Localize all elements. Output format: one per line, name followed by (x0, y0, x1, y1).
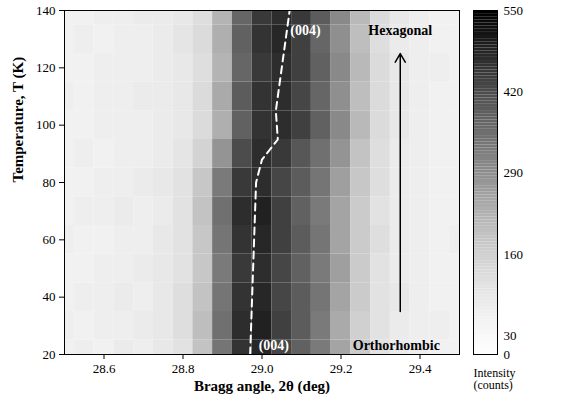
svg-text:140: 140 (36, 3, 56, 18)
svg-text:0: 0 (504, 347, 511, 362)
svg-text:Temperature, T (K): Temperature, T (K) (10, 57, 27, 183)
svg-text:290: 290 (504, 165, 524, 180)
svg-text:30: 30 (504, 328, 517, 343)
svg-text:(004): (004) (290, 23, 321, 39)
svg-text:120: 120 (36, 60, 56, 75)
svg-text:29.4: 29.4 (409, 361, 432, 376)
svg-text:160: 160 (504, 247, 524, 262)
svg-text:28.8: 28.8 (172, 361, 195, 376)
svg-text:28.6: 28.6 (93, 361, 116, 376)
svg-text:20: 20 (43, 347, 56, 362)
svg-text:Orthorhombic: Orthorhombic (353, 338, 440, 353)
svg-text:550: 550 (504, 3, 524, 18)
svg-text:40: 40 (43, 289, 56, 304)
svg-text:80: 80 (43, 175, 56, 190)
svg-text:(004): (004) (259, 338, 290, 354)
svg-text:Hexagonal: Hexagonal (368, 23, 432, 38)
svg-text:29.2: 29.2 (330, 361, 353, 376)
svg-text:29.0: 29.0 (251, 361, 274, 376)
svg-text:100: 100 (36, 117, 56, 132)
svg-text:Intensity(counts): Intensity(counts) (474, 366, 516, 392)
svg-text:60: 60 (43, 232, 56, 247)
svg-text:Bragg angle, 2θ (deg): Bragg angle, 2θ (deg) (194, 378, 330, 395)
svg-text:420: 420 (504, 84, 524, 99)
